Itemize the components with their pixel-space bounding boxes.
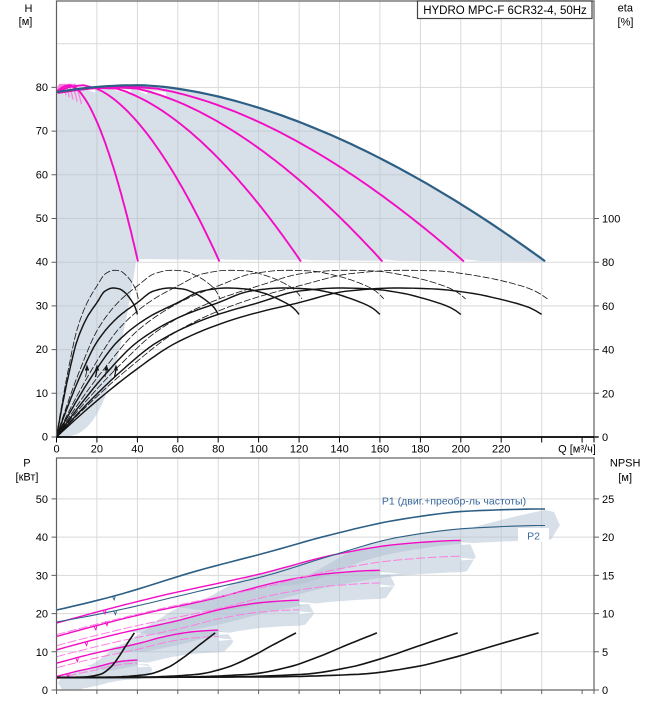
- svg-text:50: 50: [36, 213, 48, 225]
- svg-text:20: 20: [602, 388, 614, 400]
- svg-text:70: 70: [36, 126, 48, 138]
- svg-text:120: 120: [290, 444, 308, 456]
- svg-text:[%]: [%]: [618, 17, 634, 29]
- svg-text:10: 10: [602, 609, 614, 621]
- svg-text:0: 0: [602, 685, 608, 697]
- svg-text:[м]: [м]: [19, 16, 33, 28]
- svg-text:60: 60: [36, 169, 48, 181]
- svg-text:200: 200: [452, 444, 470, 456]
- svg-text:40: 40: [36, 532, 48, 544]
- svg-text:20: 20: [36, 609, 48, 621]
- svg-text:80: 80: [602, 257, 614, 269]
- svg-text:80: 80: [212, 444, 224, 456]
- svg-text:40: 40: [36, 257, 48, 269]
- svg-text:0: 0: [42, 432, 48, 444]
- svg-text:140: 140: [330, 444, 348, 456]
- svg-text:30: 30: [36, 300, 48, 312]
- svg-text:60: 60: [172, 444, 184, 456]
- svg-text:160: 160: [371, 444, 389, 456]
- svg-text:180: 180: [411, 444, 429, 456]
- svg-text:HYDRO MPC-F 6CR32-4, 50Hz: HYDRO MPC-F 6CR32-4, 50Hz: [423, 5, 587, 17]
- svg-text:Q [м³/ч]: Q [м³/ч]: [558, 444, 596, 456]
- svg-text:P2: P2: [527, 531, 540, 543]
- svg-text:220: 220: [492, 444, 510, 456]
- svg-text:40: 40: [131, 444, 143, 456]
- svg-text:0: 0: [42, 685, 48, 697]
- svg-text:50: 50: [36, 494, 48, 506]
- svg-text:40: 40: [602, 345, 614, 357]
- svg-text:100: 100: [602, 214, 620, 226]
- svg-text:80: 80: [36, 82, 48, 94]
- svg-text:20: 20: [602, 532, 614, 544]
- svg-text:30: 30: [36, 570, 48, 582]
- svg-text:25: 25: [602, 494, 614, 506]
- svg-text:P1 (двиг.+преобр-ль частоты): P1 (двиг.+преобр-ль частоты): [382, 496, 526, 508]
- svg-text:0: 0: [602, 432, 608, 444]
- svg-text:NPSH: NPSH: [610, 458, 641, 470]
- svg-text:0: 0: [53, 444, 59, 456]
- svg-text:H: H: [25, 3, 33, 15]
- svg-text:20: 20: [91, 444, 103, 456]
- svg-text:20: 20: [36, 344, 48, 356]
- svg-text:10: 10: [36, 647, 48, 659]
- svg-text:[м]: [м]: [618, 472, 632, 484]
- svg-text:10: 10: [36, 388, 48, 400]
- svg-text:100: 100: [249, 444, 267, 456]
- svg-text:60: 60: [602, 301, 614, 313]
- svg-text:[кВт]: [кВт]: [16, 472, 39, 484]
- svg-text:eta: eta: [618, 3, 634, 15]
- svg-text:15: 15: [602, 570, 614, 582]
- svg-text:P: P: [23, 458, 30, 470]
- svg-text:5: 5: [602, 647, 608, 659]
